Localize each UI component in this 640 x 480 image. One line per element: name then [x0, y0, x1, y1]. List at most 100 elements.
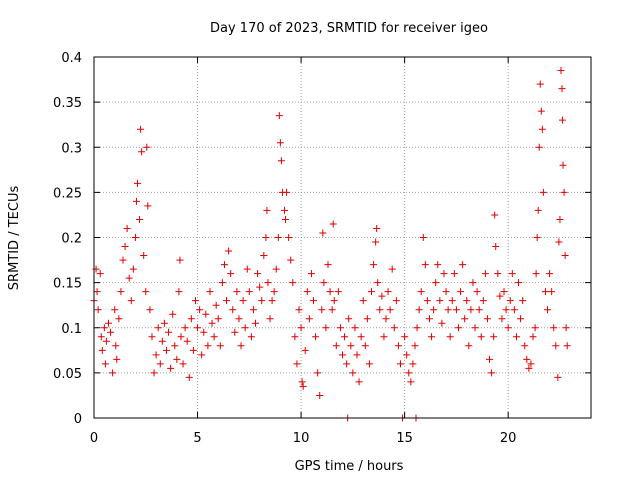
- data-point: [454, 324, 462, 332]
- data-point: [498, 315, 506, 323]
- data-point: [496, 292, 504, 300]
- data-point: [556, 215, 564, 223]
- data-point: [283, 188, 291, 196]
- data-point: [143, 143, 151, 151]
- data-point: [534, 206, 542, 214]
- data-point: [376, 306, 384, 314]
- data-point: [465, 342, 473, 350]
- y-axis-title: SRMTID / TECUs: [7, 186, 22, 291]
- data-point: [339, 351, 346, 359]
- data-point: [341, 333, 349, 341]
- data-point: [152, 351, 160, 359]
- data-point: [254, 270, 262, 278]
- data-point: [374, 279, 382, 287]
- data-point: [473, 288, 481, 296]
- data-point: [218, 279, 226, 287]
- data-point: [148, 333, 156, 341]
- data-point: [115, 315, 123, 323]
- data-point: [425, 315, 433, 323]
- data-point: [467, 306, 475, 314]
- data-point: [177, 333, 185, 341]
- data-point: [322, 324, 330, 332]
- data-point: [144, 202, 152, 210]
- data-point: [326, 288, 334, 296]
- data-point: [517, 315, 525, 323]
- data-point: [555, 238, 563, 246]
- y-tick-label: 0.05: [53, 367, 82, 382]
- data-point: [268, 297, 276, 305]
- data-point: [303, 288, 311, 296]
- data-point: [546, 270, 554, 278]
- data-point: [262, 234, 270, 241]
- data-point: [500, 288, 508, 296]
- y-tick-label: 0: [74, 412, 82, 427]
- data-point: [198, 351, 206, 359]
- data-point: [202, 310, 210, 318]
- data-point: [538, 125, 546, 133]
- data-point: [491, 211, 499, 219]
- data-point: [446, 333, 454, 341]
- data-point: [561, 252, 569, 260]
- data-point: [127, 297, 135, 305]
- data-point: [233, 288, 241, 296]
- data-point: [475, 306, 483, 314]
- data-point: [343, 360, 351, 368]
- data-point: [220, 261, 228, 269]
- data-point: [297, 324, 305, 332]
- data-point: [477, 333, 485, 341]
- data-point: [519, 297, 527, 305]
- data-point: [461, 315, 469, 323]
- data-point: [104, 319, 112, 327]
- data-point: [486, 355, 494, 363]
- data-point: [214, 315, 222, 323]
- data-point: [563, 342, 571, 350]
- data-point: [527, 360, 535, 368]
- y-tick-label: 0.3: [61, 141, 82, 156]
- data-point: [372, 238, 380, 246]
- data-point: [510, 306, 518, 314]
- data-point: [285, 234, 293, 241]
- data-point: [227, 270, 235, 278]
- y-tick-label: 0.25: [53, 186, 82, 201]
- data-point: [394, 342, 402, 350]
- data-point: [440, 270, 448, 278]
- data-point: [523, 355, 531, 363]
- plot-frame: [93, 56, 592, 419]
- data-point: [121, 243, 129, 251]
- data-point: [428, 333, 436, 341]
- data-point: [189, 346, 197, 354]
- y-tick-label: 0.2: [61, 232, 82, 247]
- data-point: [183, 337, 191, 345]
- data-point: [415, 306, 423, 314]
- data-point: [216, 342, 224, 350]
- data-point: [167, 364, 175, 372]
- data-point: [102, 337, 110, 345]
- data-point: [436, 297, 444, 305]
- data-point: [336, 324, 344, 332]
- data-point: [388, 265, 396, 273]
- data-point: [125, 274, 133, 282]
- data-point: [196, 306, 204, 314]
- y-tick-label: 0.35: [53, 96, 82, 111]
- data-point: [312, 333, 320, 341]
- data-point: [559, 161, 567, 169]
- data-point: [100, 324, 108, 332]
- data-point: [156, 360, 164, 368]
- data-point: [438, 319, 446, 327]
- data-point: [132, 197, 140, 205]
- data-point: [504, 324, 512, 332]
- data-point: [361, 342, 369, 350]
- data-point: [169, 310, 177, 318]
- data-point: [494, 270, 502, 278]
- data-point: [206, 288, 214, 296]
- data-point: [417, 288, 425, 296]
- data-point: [401, 333, 409, 341]
- data-point: [176, 256, 184, 264]
- data-point: [318, 306, 326, 314]
- data-point: [119, 256, 127, 264]
- data-point: [411, 342, 419, 350]
- data-point: [117, 288, 125, 296]
- data-point: [432, 279, 440, 287]
- data-point: [162, 346, 170, 354]
- data-point: [535, 143, 543, 151]
